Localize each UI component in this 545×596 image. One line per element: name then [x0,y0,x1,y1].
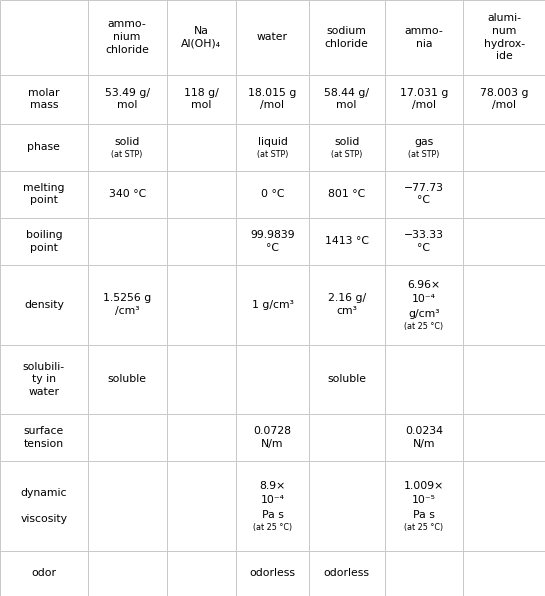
Text: 17.031 g
/mol: 17.031 g /mol [399,88,448,110]
Text: Pa s: Pa s [413,510,435,520]
Text: phase: phase [27,142,60,152]
Text: dynamic

viscosity: dynamic viscosity [20,488,68,524]
Text: −77.73
°C: −77.73 °C [404,183,444,206]
Text: (at 25 °C): (at 25 °C) [404,523,444,532]
Text: (at 25 °C): (at 25 °C) [253,523,292,532]
Text: 10⁻⁴: 10⁻⁴ [261,495,284,505]
Text: ammo-
nium
chloride: ammo- nium chloride [105,20,149,55]
Text: odorless: odorless [324,569,370,579]
Text: 2.16 g/
cm³: 2.16 g/ cm³ [328,293,366,316]
Text: molar
mass: molar mass [28,88,59,110]
Text: solubili-
ty in
water: solubili- ty in water [23,362,65,397]
Text: ammo-
nia: ammo- nia [404,26,443,49]
Text: (at STP): (at STP) [257,150,288,159]
Text: 1.5256 g
/cm³: 1.5256 g /cm³ [103,293,152,316]
Text: sodium
chloride: sodium chloride [325,26,368,49]
Text: soluble: soluble [108,374,147,384]
Text: 0.0728
N/m: 0.0728 N/m [253,426,292,449]
Text: surface
tension: surface tension [24,426,64,449]
Text: 0 °C: 0 °C [261,189,284,199]
Text: g/cm³: g/cm³ [408,309,440,319]
Text: 10⁻⁴: 10⁻⁴ [412,294,436,305]
Text: density: density [24,300,64,310]
Text: 6.96×: 6.96× [407,280,440,290]
Text: −33.33
°C: −33.33 °C [404,229,444,253]
Text: Na
Al(OH)₄: Na Al(OH)₄ [181,26,221,49]
Text: 10⁻⁵: 10⁻⁵ [412,495,436,505]
Text: gas: gas [414,136,433,147]
Text: alumi-
num
hydrox-
ide: alumi- num hydrox- ide [483,13,525,61]
Text: 0.0234
N/m: 0.0234 N/m [405,426,443,449]
Text: odorless: odorless [250,569,295,579]
Text: (at STP): (at STP) [331,150,362,159]
Text: 58.44 g/
mol: 58.44 g/ mol [324,88,369,110]
Text: 18.015 g
/mol: 18.015 g /mol [249,88,296,110]
Text: 8.9×: 8.9× [259,481,286,491]
Text: 801 °C: 801 °C [328,189,365,199]
Text: 1 g/cm³: 1 g/cm³ [252,300,293,310]
Text: melting
point: melting point [23,183,65,206]
Text: solid: solid [114,136,140,147]
Text: 1413 °C: 1413 °C [325,236,368,246]
Text: (at 25 °C): (at 25 °C) [404,322,444,331]
Text: boiling
point: boiling point [26,229,62,253]
Text: 78.003 g
/mol: 78.003 g /mol [480,88,528,110]
Text: solid: solid [334,136,359,147]
Text: 99.9839
°C: 99.9839 °C [250,229,295,253]
Text: soluble: soluble [327,374,366,384]
Text: odor: odor [32,569,56,579]
Text: 340 °C: 340 °C [108,189,146,199]
Text: water: water [257,32,288,42]
Text: (at STP): (at STP) [408,150,440,159]
Text: 1.009×: 1.009× [404,481,444,491]
Text: Pa s: Pa s [262,510,283,520]
Text: (at STP): (at STP) [112,150,143,159]
Text: 118 g/
mol: 118 g/ mol [184,88,219,110]
Text: liquid: liquid [258,136,287,147]
Text: 53.49 g/
mol: 53.49 g/ mol [105,88,150,110]
